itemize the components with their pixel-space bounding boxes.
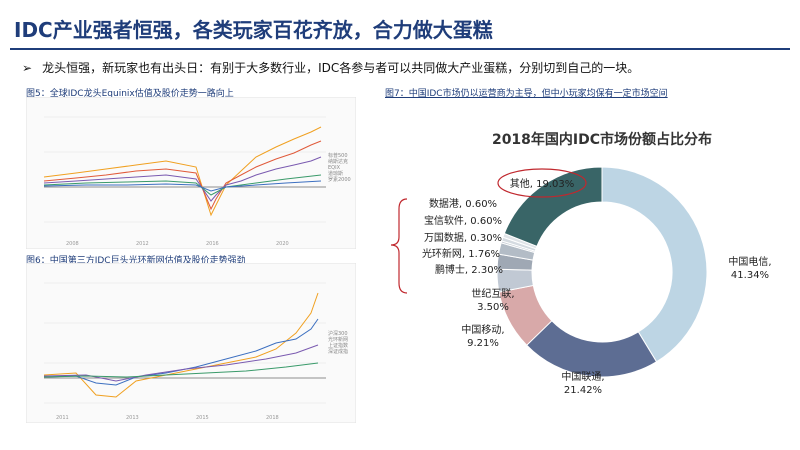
svg-text:2015: 2015 [196, 415, 209, 421]
market-share-donut-chart: 2018年国内IDC市场份额占比分布 中国电信, 41.34% 中国联通, 21.42… [390, 131, 772, 396]
slice-label-pengboshi: 鹏博士, 2.30% [435, 263, 503, 276]
svg-text:上证指数: 上证指数 [328, 342, 348, 349]
slice-label-baoxin: 宝信软件, 0.60% [424, 214, 502, 227]
others-highlight-ellipse [497, 168, 587, 198]
svg-text:2016: 2016 [206, 241, 219, 247]
slice-label-unicom: 中国联通, 21.42% [561, 370, 604, 396]
svg-text:标普500: 标普500 [328, 152, 348, 159]
svg-text:2020: 2020 [276, 241, 289, 247]
fig7-caption: 图7：中国IDC市场仍以运营商为主导，但中小玩家均保有一定市场空间 [385, 89, 668, 99]
svg-text:道琼斯: 道琼斯 [328, 170, 343, 177]
slice-label-others: 其他, 19.03% [510, 177, 575, 190]
svg-text:罗素2000: 罗素2000 [328, 176, 351, 183]
fig5-caption: 图5：全球IDC龙头Equinix估值及股价走势一路向上 [26, 89, 234, 99]
svg-text:纳斯达克: 纳斯达克 [328, 158, 348, 165]
slice-label-shujugang: 数据港, 0.60% [429, 197, 497, 210]
slice-unicom [526, 320, 658, 378]
fig6-caption: 图6：中国第三方IDC巨头光环新网估值及股价走势强劲 [26, 256, 246, 266]
svg-text:2008: 2008 [66, 241, 79, 247]
page-title: IDC产业强者恒强，各类玩家百花齐放，合力做大蛋糕 [14, 18, 493, 42]
svg-text:2013: 2013 [126, 415, 139, 421]
slice-others [503, 166, 603, 247]
title-divider [10, 48, 790, 50]
arrow-bullet-icon: ➢ [22, 61, 33, 75]
small-players-bracket [390, 198, 408, 294]
slice-label-telecom: 中国电信, 41.34% [728, 255, 771, 281]
svg-text:EQIX: EQIX [328, 165, 341, 171]
slice-label-guanghuan: 光环新网, 1.76% [422, 247, 500, 260]
key-point: ➢ 龙头恒强，新玩家也有出头日：有别于大多数行业，IDC各参与者可以共同做大产业蛋… [22, 59, 639, 76]
chart-title: 2018年国内IDC市场份额占比分布 [492, 131, 712, 148]
svg-text:2018: 2018 [266, 415, 279, 421]
svg-text:沪深300: 沪深300 [328, 330, 348, 337]
svg-text:光环新网: 光环新网 [328, 336, 348, 343]
slice-label-wanguo: 万国数据, 0.30% [424, 231, 502, 244]
svg-text:2011: 2011 [56, 415, 69, 421]
slice-telecom [601, 166, 708, 363]
slice-label-shiji: 世纪互联, 3.50% [471, 288, 514, 313]
slice-label-mobile: 中国移动, 9.21% [461, 323, 504, 349]
svg-text:2012: 2012 [136, 241, 149, 247]
key-point-text: 龙头恒强，新玩家也有出头日：有别于大多数行业，IDC各参与者可以共同做大产业蛋糕… [42, 61, 640, 75]
svg-text:深证成指: 深证成指 [328, 348, 348, 355]
